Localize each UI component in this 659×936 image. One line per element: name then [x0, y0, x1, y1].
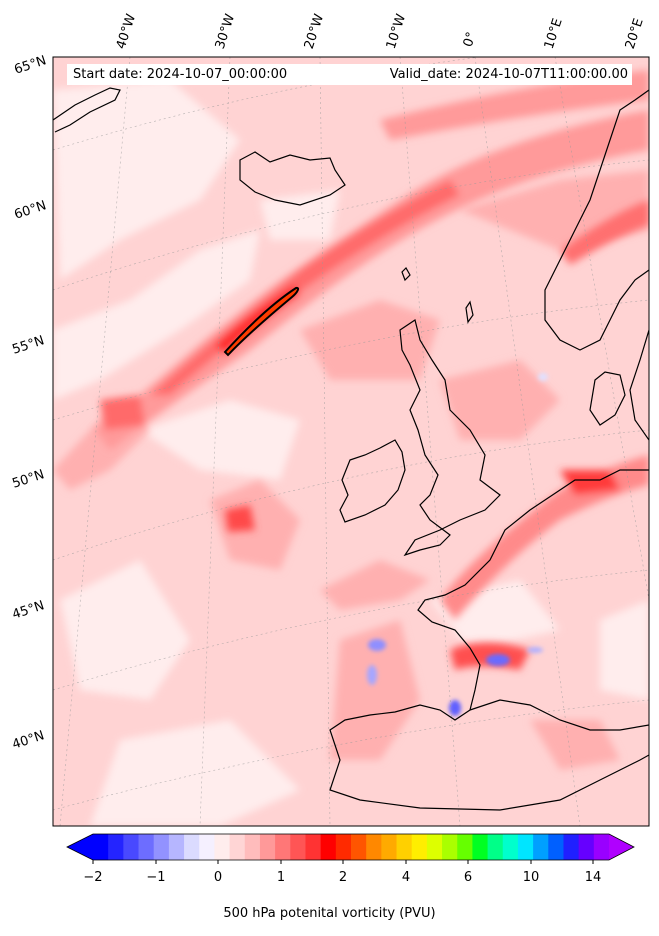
- colorbar-segment: [320, 834, 337, 860]
- sweden-coast: [629, 329, 649, 441]
- colorbar-segment: [168, 834, 185, 860]
- shetland-islands: [465, 300, 474, 324]
- valid-date-label: Valid_date: 2024-10-07T11:00:00.00: [389, 67, 628, 82]
- colorbar-segment: [517, 834, 534, 860]
- low-pv-areas: [53, 80, 649, 826]
- pv-contour-line: [223, 286, 300, 357]
- colorbar-label: 500 hPa potenital vorticity (PVU): [223, 906, 436, 921]
- colorbar-tick-label: 2: [338, 870, 348, 885]
- graticule: [53, 57, 649, 826]
- great-britain-coast: [399, 319, 501, 557]
- colorbar-segment: [290, 834, 306, 860]
- colorbar-segment: [533, 834, 549, 860]
- colorbar: [66, 833, 635, 864]
- colorbar-tick-label: 10: [522, 870, 540, 885]
- colorbar-segment: [593, 834, 610, 860]
- colorbar-segment: [214, 834, 231, 860]
- iberia-south-coast: [469, 699, 649, 731]
- medium-pv-areas: [53, 170, 649, 770]
- colorbar-segment: [502, 834, 519, 860]
- colorbar-segment: [184, 834, 200, 860]
- colorbar-tick-label: 6: [463, 870, 473, 885]
- colorbar-segment: [229, 834, 246, 860]
- continental-europe-coast: [329, 469, 649, 811]
- greenland-coast: [53, 87, 121, 133]
- colorbar-segment: [351, 834, 367, 860]
- colorbar-segment: [396, 834, 413, 860]
- colorbar-segment: [487, 834, 504, 860]
- start-date-label: Start date: 2024-10-07_00:00:00: [73, 67, 288, 82]
- colorbar-segment: [305, 834, 322, 860]
- colorbar-segment: [138, 834, 155, 860]
- faroe-islands: [401, 267, 411, 282]
- scandinavia-coast: [544, 89, 649, 351]
- colorbar-tick-label: 4: [401, 870, 411, 885]
- colorbar-segment: [199, 834, 215, 860]
- colorbar-over-arrow: [609, 834, 634, 860]
- colorbar-segment: [442, 834, 458, 860]
- colorbar-segment: [563, 834, 580, 860]
- ireland-coast: [339, 439, 406, 523]
- colorbar-segment: [275, 834, 291, 860]
- colorbar-under-arrow: [67, 834, 93, 860]
- colorbar-tick-label: 14: [584, 870, 602, 885]
- map-panel: [53, 57, 649, 826]
- colorbar-segment: [381, 834, 398, 860]
- colorbar-segment: [457, 834, 473, 860]
- date-info-bar: Start date: 2024-10-07_00:00:00 Valid_da…: [67, 64, 632, 85]
- colorbar-segment: [335, 834, 352, 860]
- colorbar-segment: [411, 834, 428, 860]
- colorbar-segment: [578, 834, 595, 860]
- colorbar-segment: [426, 834, 443, 860]
- colorbar-segment: [93, 834, 109, 860]
- colorbar-tick-label: −2: [83, 870, 103, 885]
- colorbar-tick-label: −1: [146, 870, 166, 885]
- colorbar-segment: [108, 834, 124, 860]
- colorbar-segment: [153, 834, 170, 860]
- map-frame: [52, 56, 650, 827]
- coastlines: [53, 87, 649, 811]
- colorbar-segment: [548, 834, 564, 860]
- colorbar-tick-label: 0: [213, 870, 223, 885]
- iceland-coast: [239, 151, 346, 206]
- denmark-coast: [589, 371, 626, 426]
- colorbar-segment: [472, 834, 489, 860]
- colorbar-segment: [259, 834, 276, 860]
- colorbar-segment: [366, 834, 382, 860]
- negative-pv-patches: [367, 373, 548, 716]
- colorbar-segment: [123, 834, 140, 860]
- colorbar-tick-label: 1: [276, 870, 286, 885]
- colorbar-segment: [244, 834, 261, 860]
